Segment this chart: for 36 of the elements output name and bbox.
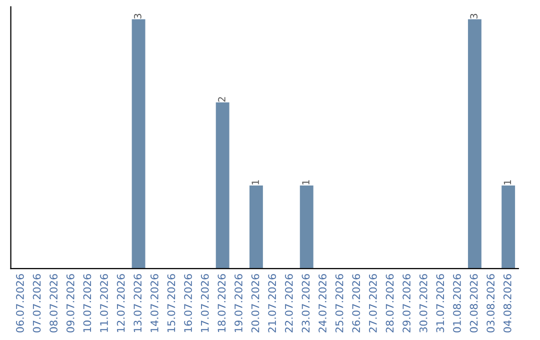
x-tick-label: 18.07.2026 (218, 274, 226, 332)
x-tick-label: 26.07.2026 (352, 274, 360, 332)
x-tick-label: 11.07.2026 (100, 274, 108, 332)
data-label: 1 (252, 180, 259, 184)
x-tick-label: 24.07.2026 (318, 274, 326, 332)
x-tick-label: 10.07.2026 (83, 274, 92, 332)
x-tick-label: 22.07.2026 (284, 274, 293, 332)
x-tick-label: 27.07.2026 (368, 274, 377, 332)
x-tick-label: 19.07.2026 (234, 274, 242, 332)
x-tick-label: 15.07.2026 (167, 274, 176, 332)
x-tick-label: 28.07.2026 (386, 274, 394, 332)
x-tick-label: 23.07.2026 (302, 274, 310, 332)
x-tick-label: 13.07.2026 (134, 274, 142, 332)
x-tick-label: 07.07.2026 (32, 274, 41, 332)
x-tick-label: 14.07.2026 (150, 274, 158, 332)
x-tick-label: 16.07.2026 (184, 274, 192, 332)
x-tick-label: 06.07.2026 (16, 274, 24, 332)
x-tick-label: 21.07.2026 (268, 274, 276, 332)
data-label: 2 (218, 97, 226, 102)
data-label: 3 (134, 14, 142, 19)
data-label: 1 (302, 180, 310, 184)
data-label: 3 (470, 14, 478, 19)
x-tick-label: 09.07.2026 (66, 274, 74, 332)
x-tick-label: 20.07.2026 (251, 274, 260, 332)
x-tick-label: 02.08.2026 (470, 274, 478, 332)
data-label: 1 (504, 180, 511, 184)
x-tick-label: 30.07.2026 (419, 274, 428, 332)
x-tick-label: 08.07.2026 (50, 274, 58, 332)
x-tick-label: 03.08.2026 (486, 274, 495, 332)
x-tick-label: 04.08.2026 (503, 274, 512, 332)
x-tick-label: 29.07.2026 (402, 274, 410, 332)
x-tick-label: 25.07.2026 (335, 274, 344, 332)
x-tick-label: 01.08.2026 (453, 274, 461, 332)
x-tick-label: 12.07.2026 (116, 274, 125, 332)
x-tick-label: 17.07.2026 (200, 274, 209, 332)
x-tick-label: 31.07.2026 (436, 274, 444, 332)
